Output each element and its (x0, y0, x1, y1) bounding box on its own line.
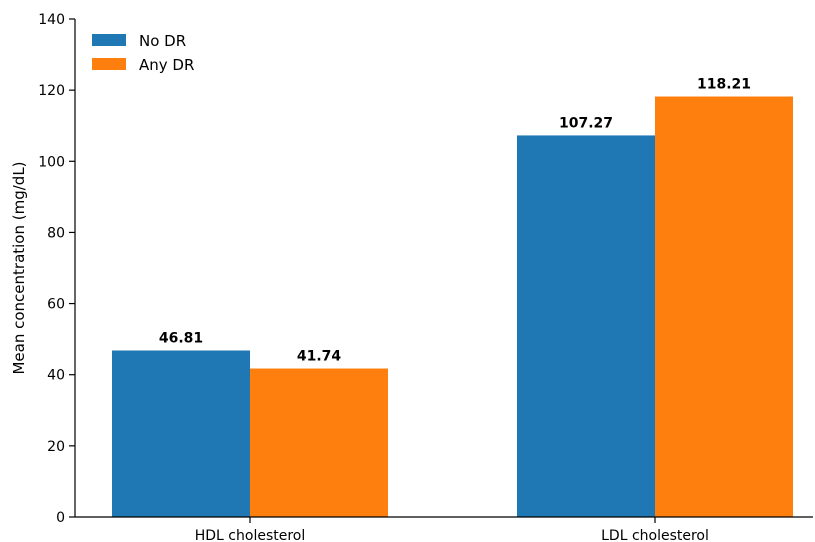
y-ticks: 0 20 40 60 80 100 120 140 (38, 12, 75, 526)
value-labels-layer: 46.81 41.74 107.27 118.21 (159, 77, 751, 365)
x-tick-label-hdl-cholesterol: HDL cholesterol (195, 528, 306, 542)
y-tick-label: 100 (38, 154, 65, 170)
bar-any-dr-hdl-cholesterol (250, 368, 388, 517)
y-tick-label: 40 (47, 368, 65, 384)
y-tick-label: 120 (38, 83, 65, 99)
bar-no-dr-hdl-cholesterol (112, 350, 250, 517)
legend-swatch-no-dr (92, 34, 126, 46)
value-label-any-dr-hdl-cholesterol: 41.74 (297, 349, 342, 365)
bars-layer (112, 96, 793, 518)
y-tick-label: 0 (56, 510, 65, 526)
y-tick-label: 80 (47, 225, 65, 241)
bar-no-dr-ldl-cholesterol (517, 135, 655, 517)
x-tick-label-ldl-cholesterol: LDL cholesterol (601, 528, 709, 542)
value-label-any-dr-ldl-cholesterol: 118.21 (697, 77, 751, 93)
legend: No DR Any DR (92, 32, 194, 74)
value-label-no-dr-ldl-cholesterol: 107.27 (559, 115, 613, 131)
bar-any-dr-ldl-cholesterol (655, 96, 793, 518)
legend-label-no-dr: No DR (139, 32, 186, 50)
y-tick-label: 60 (47, 297, 65, 313)
y-tick-label: 20 (47, 439, 65, 455)
y-tick-label: 140 (38, 12, 65, 28)
value-label-no-dr-hdl-cholesterol: 46.81 (159, 330, 203, 346)
x-ticks: HDL cholesterol LDL cholesterol (195, 517, 709, 542)
legend-label-any-dr: Any DR (139, 56, 194, 74)
y-axis-label: Mean concentration (mg/dL) (10, 161, 28, 374)
legend-swatch-any-dr (92, 58, 126, 70)
